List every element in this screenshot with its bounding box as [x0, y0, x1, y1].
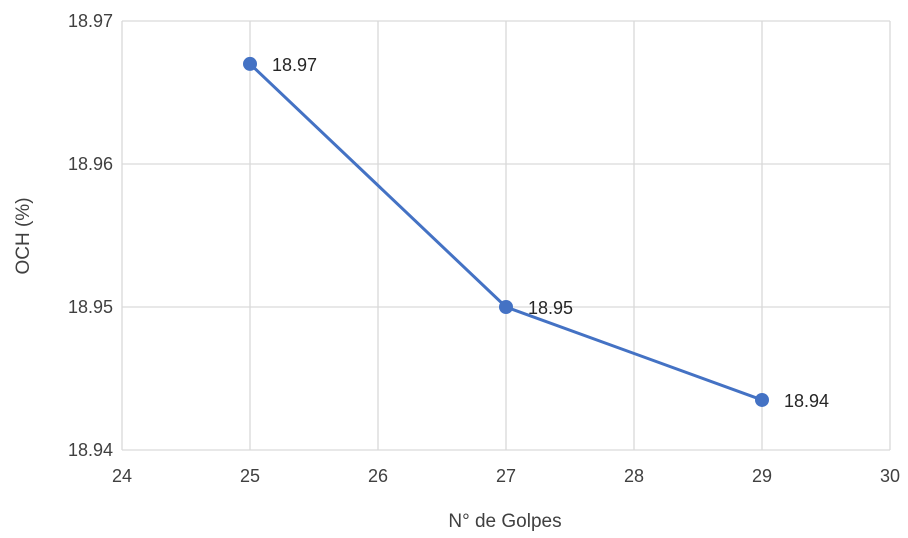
- x-tick-label: 27: [496, 466, 516, 486]
- gridlines: [121, 20, 891, 451]
- y-axis-label: OCH (%): [13, 197, 34, 274]
- x-tick-labels: 24 25 26 27 28 29 30: [112, 466, 900, 486]
- data-point: [243, 56, 257, 71]
- x-tick-label: 24: [112, 466, 132, 486]
- x-tick-label: 28: [624, 466, 644, 486]
- data-label: 18.94: [784, 391, 829, 411]
- x-tick-label: 29: [752, 466, 772, 486]
- x-axis-label: N° de Golpes: [448, 511, 561, 532]
- y-tick-label: 18.94: [68, 440, 113, 460]
- y-tick-label: 18.97: [68, 11, 113, 31]
- x-tick-label: 30: [880, 466, 900, 486]
- data-point: [499, 300, 513, 314]
- data-label: 18.97: [272, 55, 317, 75]
- y-tick-label: 18.95: [68, 297, 113, 317]
- series-layer: 18.97 18.95 18.94: [243, 55, 829, 411]
- y-tick-label: 18.96: [68, 154, 113, 174]
- x-tick-label: 25: [240, 466, 260, 486]
- data-point: [755, 392, 769, 407]
- x-tick-label: 26: [368, 466, 388, 486]
- data-label: 18.95: [528, 298, 573, 318]
- y-tick-labels: 18.94 18.95 18.96 18.97: [68, 11, 113, 460]
